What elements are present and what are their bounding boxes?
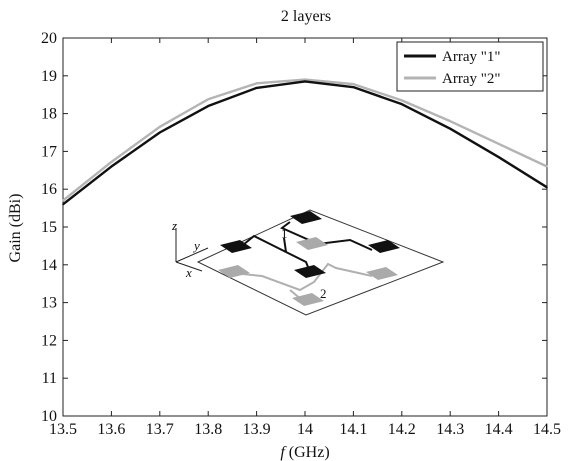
inset-marker-2: 2	[320, 286, 327, 301]
array-2-patch	[366, 267, 398, 280]
x-tick-label: 14.1	[339, 421, 367, 438]
data-point-array-1	[62, 203, 64, 206]
data-point-array-2	[497, 143, 500, 145]
x-axis: 13.5 13.6 13.7 13.8 13.9 14 14.1 14.2 14.3 14.4 14…	[49, 38, 561, 438]
data-point-array-2	[449, 120, 452, 122]
y-tick-label: 17	[41, 143, 57, 160]
y-tick-label: 11	[42, 370, 57, 387]
array-2-feed-line	[231, 262, 373, 292]
data-point-array-1	[546, 186, 548, 189]
inset-y-axis	[175, 247, 209, 263]
inset-x-axis	[175, 261, 203, 272]
data-point-array-1	[352, 86, 355, 88]
array-1-feed-line	[237, 234, 311, 273]
array-2-patch	[292, 293, 324, 306]
data-point-array-1	[304, 80, 306, 83]
x-tick-label: 14	[297, 421, 313, 438]
data-point-array-1	[159, 131, 161, 134]
y-tick-label: 15	[41, 219, 57, 236]
substrate-board	[196, 209, 445, 316]
inset-x-label: x	[185, 265, 192, 280]
x-tick-label: 14.3	[436, 421, 464, 438]
x-axis-label-unit: (GHz)	[285, 444, 330, 461]
array-1-patch	[294, 265, 326, 278]
inset-marker-1: 1	[281, 226, 288, 241]
data-point-array-2	[159, 126, 161, 128]
data-point-array-2	[401, 99, 403, 102]
data-point-array-1	[207, 105, 209, 107]
y-axis-label: Gain (dBi)	[7, 194, 24, 263]
inset-y-label: y	[192, 238, 200, 253]
array-1-patch	[290, 211, 322, 224]
data-point-array-2	[352, 83, 355, 85]
data-point-array-1	[497, 156, 500, 158]
array-2-patch	[296, 237, 328, 250]
data-point-array-1	[401, 103, 403, 105]
x-tick-label: 13.6	[97, 421, 125, 438]
x-tick-label: 13.8	[194, 421, 222, 438]
x-axis-label-symbol: f	[280, 444, 287, 461]
x-tick-label: 14.5	[533, 421, 561, 438]
x-tick-label: 13.7	[146, 421, 174, 438]
inset-z-label: z	[171, 218, 177, 233]
y-tick-label: 18	[41, 106, 57, 123]
x-tick-label: 13.5	[49, 421, 77, 438]
series-layer	[62, 78, 548, 206]
data-point-array-2	[304, 78, 306, 81]
legend-label-array-1: Array "1"	[442, 49, 500, 65]
data-point-array-2	[546, 165, 548, 168]
legend: Array "1" Array "2"	[396, 41, 544, 92]
array-2-patch	[218, 265, 250, 278]
y-tick-label: 14	[41, 257, 57, 274]
legend-box	[396, 41, 544, 92]
array-1-patch	[368, 240, 400, 253]
y-tick-label: 16	[41, 181, 57, 198]
y-tick-label: 10	[41, 408, 57, 425]
array-1-feed-line	[283, 237, 287, 253]
data-point-array-2	[110, 161, 113, 163]
x-tick-label: 14.2	[388, 421, 416, 438]
antenna-array-inset: z y x 1 2	[171, 209, 445, 316]
data-point-array-1	[255, 87, 258, 89]
y-tick-label: 20	[41, 30, 57, 47]
legend-label-array-2: Array "2"	[442, 71, 500, 87]
y-tick-label: 13	[41, 295, 57, 312]
x-axis-label: f (GHz)	[280, 444, 329, 461]
array-1-patch	[220, 240, 252, 253]
data-point-array-1	[449, 127, 452, 130]
data-point-array-2	[207, 98, 209, 101]
y-tick-label: 19	[41, 68, 57, 85]
data-point-array-1	[110, 165, 113, 168]
data-point-array-2	[255, 82, 258, 85]
x-tick-label: 13.9	[243, 421, 271, 438]
x-tick-label: 14.4	[485, 421, 513, 438]
y-tick-label: 12	[41, 332, 57, 349]
data-point-array-2	[62, 199, 64, 202]
chart-title: 2 layers	[281, 8, 331, 25]
